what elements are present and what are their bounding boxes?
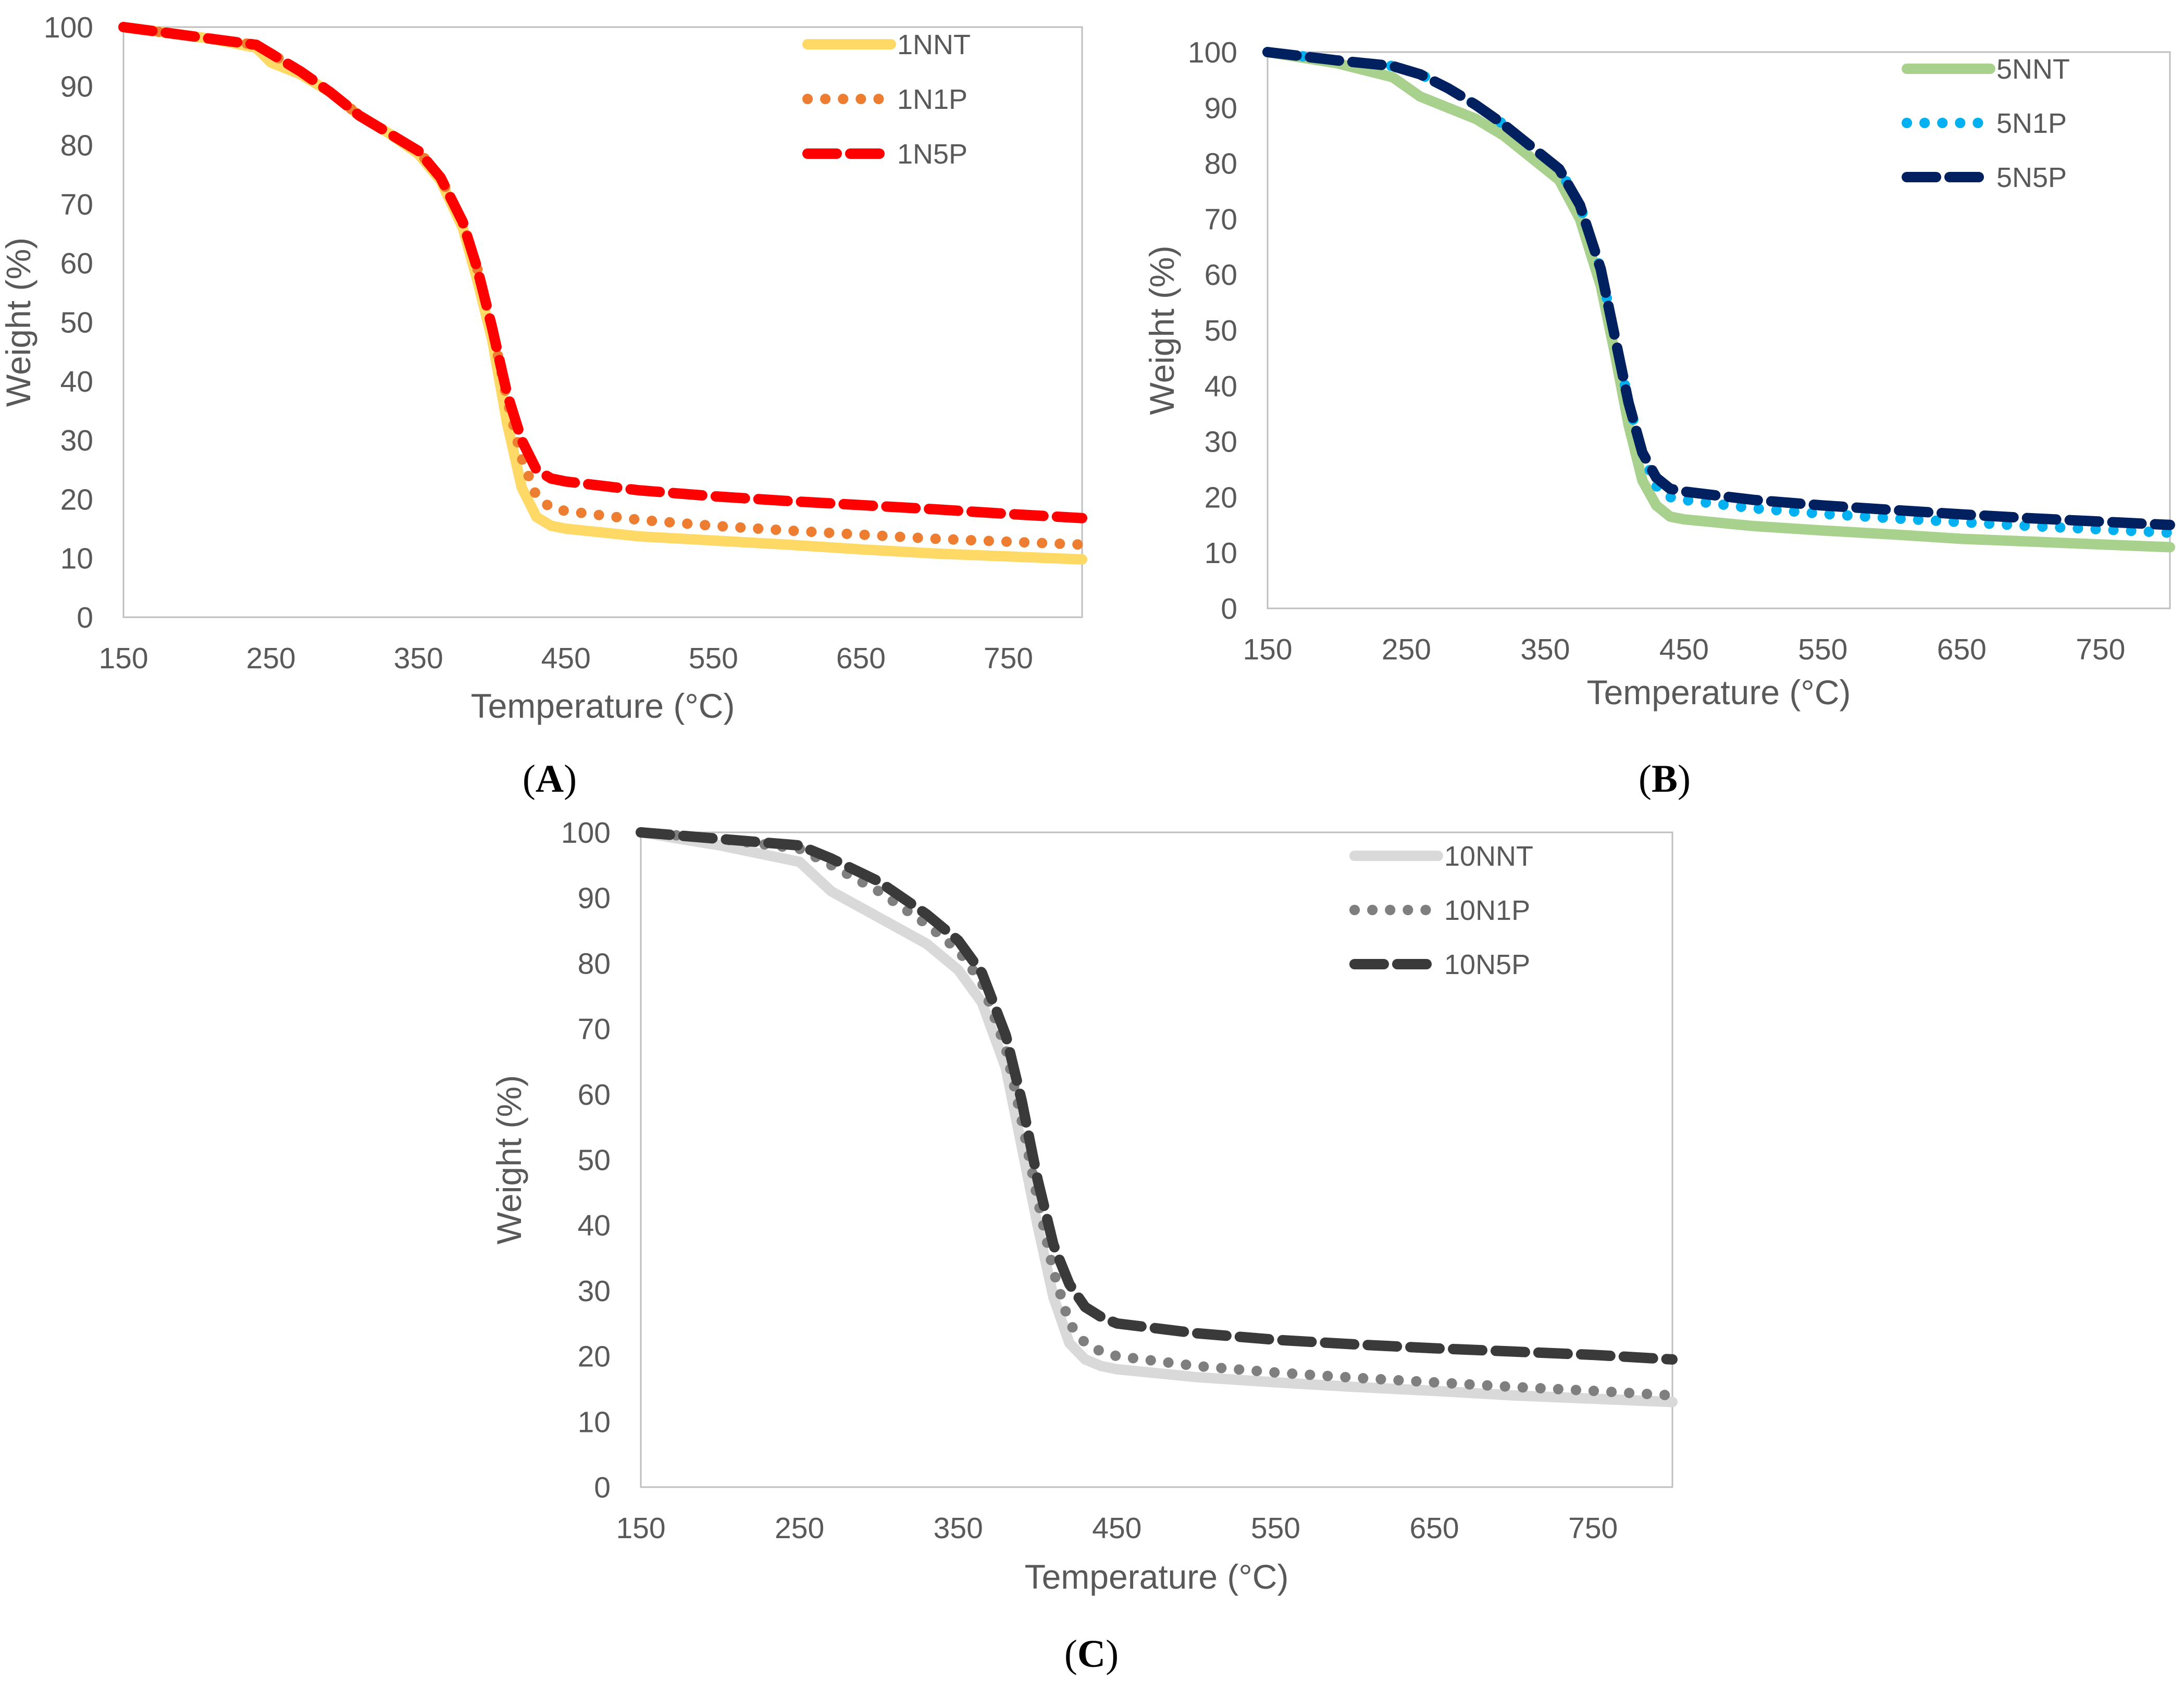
y-tick-label: 30	[1205, 426, 1237, 459]
y-tick-label: 50	[1205, 314, 1237, 347]
y-tick-label: 90	[578, 882, 611, 915]
panel-c: 0 10 20 30 40 50 60 70 80 90 100 150 250 350 450 550 650…	[490, 816, 1678, 1676]
y-tick-label: 100	[561, 816, 611, 850]
x-axis-title: Temperature (°C)	[1025, 1557, 1289, 1596]
x-tick-label: 250	[1382, 633, 1431, 666]
legend-label-5NNT: 5NNT	[1996, 54, 2070, 85]
plot-area	[640, 831, 1673, 1488]
x-tick-label: 450	[1092, 1512, 1141, 1545]
y-axis-title: Weight (%)	[0, 238, 38, 407]
x-tick-label: 450	[1659, 633, 1709, 666]
y-tick-label: 90	[60, 70, 93, 103]
y-tick-label: 20	[60, 483, 93, 516]
y-axis-title: Weight (%)	[1143, 245, 1181, 415]
panel-label: (C)	[1064, 1632, 1119, 1676]
y-tick-label: 50	[578, 1144, 611, 1177]
y-tick-label: 70	[578, 1013, 611, 1046]
y-tick-label: 0	[77, 601, 93, 634]
x-tick-label: 750	[1568, 1512, 1618, 1545]
series-line-10NNT	[636, 827, 1678, 1407]
x-tick-label: 150	[98, 642, 148, 675]
x-tick-label: 150	[1243, 633, 1292, 666]
legend-label-1N5P: 1N5P	[897, 139, 967, 170]
x-tick-label: 650	[836, 642, 886, 675]
legend-label-10N5P: 10N5P	[1444, 949, 1530, 980]
legend-label-1N1P: 1N1P	[897, 84, 967, 115]
y-tick-label: 60	[578, 1078, 611, 1112]
x-tick-label: 350	[394, 642, 443, 675]
legend-label-5N1P: 5N1P	[1996, 108, 2067, 139]
series-line-1N5P	[118, 22, 1087, 523]
series-line-1NNT	[118, 22, 1087, 565]
x-tick-label: 750	[984, 642, 1033, 675]
panel-label: (A)	[523, 757, 577, 801]
panel-a: 0 10 20 30 40 50 60 70 80 90 100 150 250 350 450 550 650…	[0, 11, 1087, 801]
legend-label-1NNT: 1NNT	[897, 29, 971, 60]
series-line-5N5P	[1262, 47, 2175, 530]
x-tick-label: 550	[689, 642, 738, 675]
x-tick-label: 150	[616, 1512, 665, 1545]
y-tick-label: 70	[1205, 203, 1237, 236]
legend-label-10N1P: 10N1P	[1444, 895, 1530, 926]
panel-label: (B)	[1639, 757, 1691, 801]
y-tick-label: 90	[1205, 92, 1237, 125]
y-tick-label: 70	[60, 188, 93, 221]
y-tick-label: 0	[594, 1471, 611, 1504]
y-tick-label: 40	[60, 365, 93, 398]
y-tick-label: 20	[578, 1340, 611, 1374]
y-tick-label: 10	[578, 1405, 611, 1439]
y-tick-label: 10	[60, 542, 93, 576]
y-tick-label: 60	[60, 247, 93, 280]
y-tick-label: 80	[60, 129, 93, 163]
x-tick-label: 550	[1798, 633, 1847, 666]
x-tick-label: 250	[246, 642, 296, 675]
plot-area	[122, 26, 1083, 618]
y-axis-title: Weight (%)	[490, 1075, 528, 1244]
x-tick-label: 550	[1251, 1512, 1300, 1545]
x-tick-label: 350	[934, 1512, 983, 1545]
x-tick-label: 350	[1520, 633, 1570, 666]
x-tick-label: 750	[2076, 633, 2125, 666]
x-tick-label: 650	[1410, 1512, 1459, 1545]
y-tick-label: 10	[1205, 537, 1237, 570]
legend-label-10NNT: 10NNT	[1444, 841, 1533, 872]
y-tick-label: 30	[578, 1275, 611, 1308]
panel-b: 0 10 20 30 40 50 60 70 80 90 100 150 250 350 450 550 650…	[1143, 36, 2175, 801]
plot-area	[1267, 51, 2171, 609]
y-tick-label: 80	[1205, 147, 1237, 181]
x-tick-label: 650	[1937, 633, 1987, 666]
y-tick-label: 100	[1188, 36, 1237, 69]
legend-label-5N5P: 5N5P	[1996, 162, 2067, 193]
y-tick-label: 40	[1205, 370, 1237, 403]
y-tick-label: 40	[578, 1209, 611, 1242]
y-tick-label: 20	[1205, 481, 1237, 514]
x-tick-label: 450	[541, 642, 591, 675]
y-tick-label: 30	[60, 424, 93, 457]
y-tick-label: 50	[60, 306, 93, 340]
y-tick-label: 60	[1205, 258, 1237, 292]
y-tick-label: 80	[578, 947, 611, 980]
series-line-10N1P	[636, 827, 1678, 1401]
y-tick-label: 100	[44, 11, 93, 44]
series-line-10N5P	[636, 827, 1678, 1365]
x-axis-title: Temperature (°C)	[1587, 673, 1851, 712]
y-tick-label: 0	[1221, 592, 1237, 626]
x-tick-label: 250	[775, 1512, 824, 1545]
x-axis-title: Temperature (°C)	[471, 687, 735, 725]
